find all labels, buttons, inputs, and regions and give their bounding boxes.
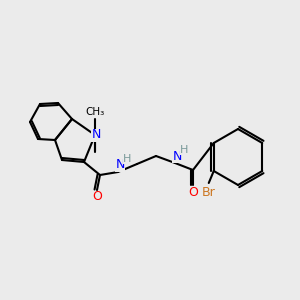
Text: N: N [172,149,182,163]
Text: H: H [123,154,131,164]
Text: N: N [115,158,125,172]
Text: Br: Br [202,187,216,200]
Text: O: O [92,190,102,203]
Text: CH₃: CH₃ [85,107,105,117]
Text: N: N [91,128,101,142]
Text: H: H [180,145,188,155]
Text: O: O [188,185,198,199]
